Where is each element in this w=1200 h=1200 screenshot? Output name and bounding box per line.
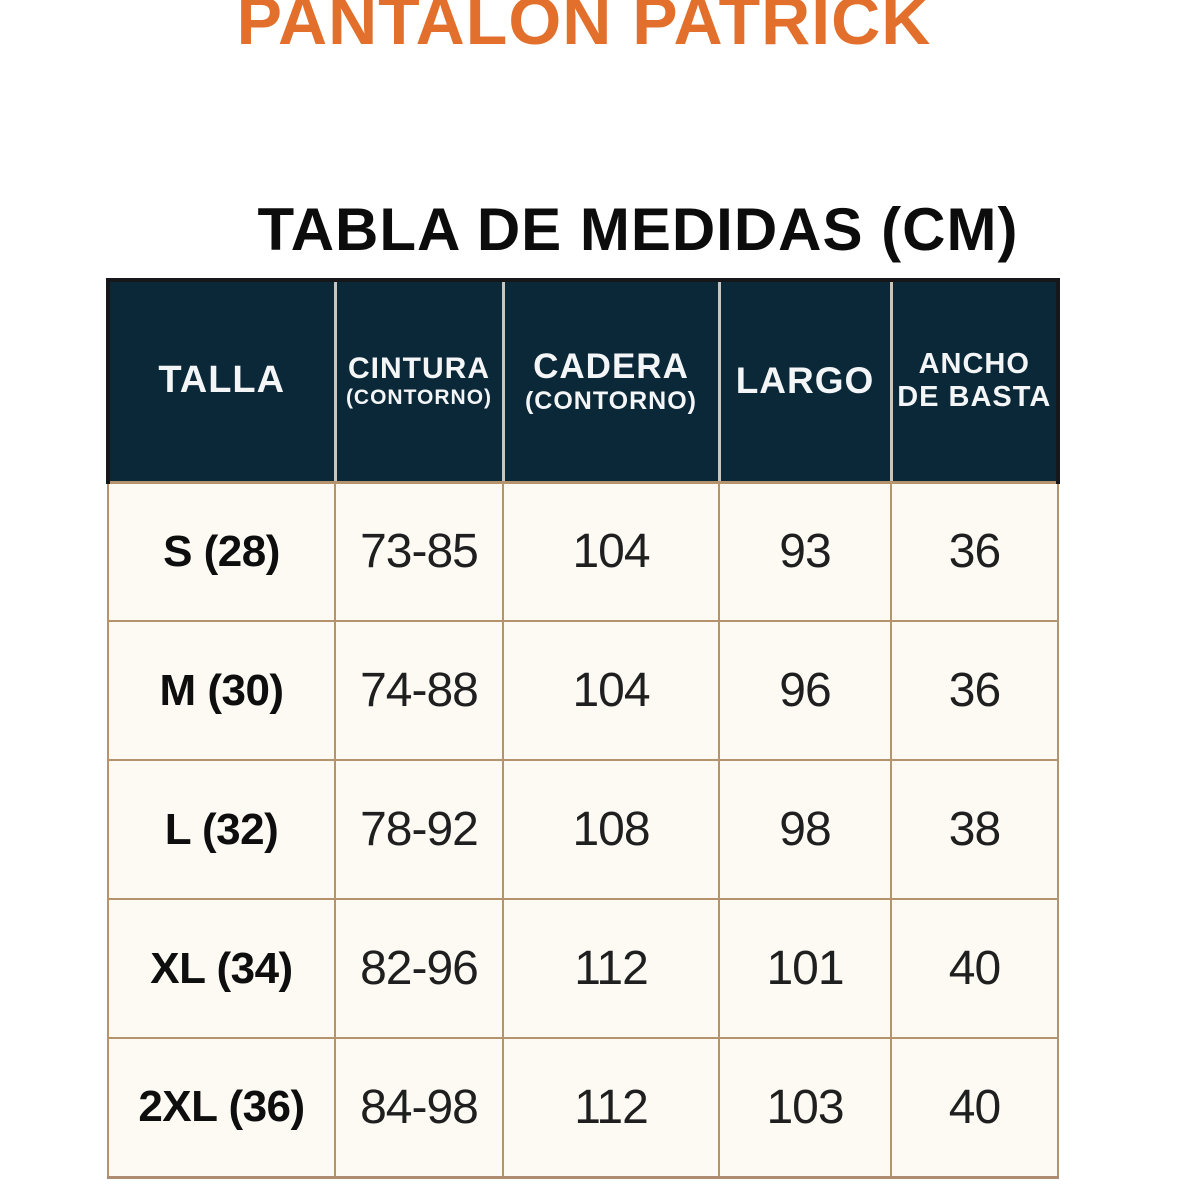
header-sublabel-cintura: (CONTORNO) — [345, 386, 493, 410]
header-label-talla: TALLA — [158, 359, 286, 402]
header-cell-cadera: CADERA (CONTORNO) — [501, 278, 719, 484]
ancho-cell: 40 — [890, 898, 1059, 1039]
talla-cell: S (28) — [107, 481, 336, 622]
header-label-cadera: CADERA — [533, 346, 689, 386]
header-sublabel-cadera: (CONTORNO) — [524, 387, 698, 415]
cadera-cell: 104 — [502, 620, 720, 761]
size-chart-title: TABLA DE MEDIDAS (CM) — [257, 196, 1019, 263]
cintura-cell: 84-98 — [334, 1037, 504, 1179]
size-row-l: L (32) 78-92 108 98 38 — [107, 759, 1059, 900]
largo-cell: 103 — [718, 1037, 892, 1179]
header-cell-largo: LARGO — [717, 278, 891, 484]
talla-cell: L (32) — [107, 759, 336, 900]
header-label-ancho: ANCHO — [918, 347, 1030, 380]
talla-cell: 2XL (36) — [107, 1037, 336, 1179]
header-cell-cintura: CINTURA (CONTORNO) — [333, 278, 503, 484]
size-row-2xl: 2XL (36) 84-98 112 103 40 — [107, 1037, 1059, 1179]
header-row: TALLA CINTURA (CONTORNO) CADERA (CONTORN… — [106, 278, 1060, 484]
size-chart-table: TALLA CINTURA (CONTORNO) CADERA (CONTORN… — [106, 278, 1060, 1179]
size-row-s: S (28) 73-85 104 93 36 — [107, 481, 1059, 622]
cadera-cell: 112 — [502, 898, 720, 1039]
cintura-cell: 78-92 — [334, 759, 504, 900]
largo-cell: 93 — [718, 481, 892, 622]
header-sublabel-de-basta: DE BASTA — [897, 381, 1052, 414]
header-cell-ancho-de-basta: ANCHO DE BASTA — [889, 278, 1060, 484]
cintura-cell: 73-85 — [334, 481, 504, 622]
ancho-cell: 36 — [890, 481, 1059, 622]
cadera-cell: 112 — [502, 1037, 720, 1179]
talla-cell: XL (34) — [107, 898, 336, 1039]
ancho-cell: 36 — [890, 620, 1059, 761]
header-label-cintura: CINTURA — [348, 351, 490, 385]
cintura-cell: 82-96 — [334, 898, 504, 1039]
cadera-cell: 108 — [502, 759, 720, 900]
largo-cell: 98 — [718, 759, 892, 900]
ancho-cell: 40 — [890, 1037, 1059, 1179]
largo-cell: 96 — [718, 620, 892, 761]
cadera-cell: 104 — [502, 481, 720, 622]
largo-cell: 101 — [718, 898, 892, 1039]
header-label-largo: LARGO — [735, 359, 875, 401]
size-row-xl: XL (34) 82-96 112 101 40 — [107, 898, 1059, 1039]
product-title: PANTALON PATRICK — [236, 0, 932, 59]
size-row-m: M (30) 74-88 104 96 36 — [107, 620, 1059, 761]
talla-cell: M (30) — [107, 620, 336, 761]
cintura-cell: 74-88 — [334, 620, 504, 761]
ancho-cell: 38 — [890, 759, 1059, 900]
header-cell-talla: TALLA — [106, 278, 335, 484]
